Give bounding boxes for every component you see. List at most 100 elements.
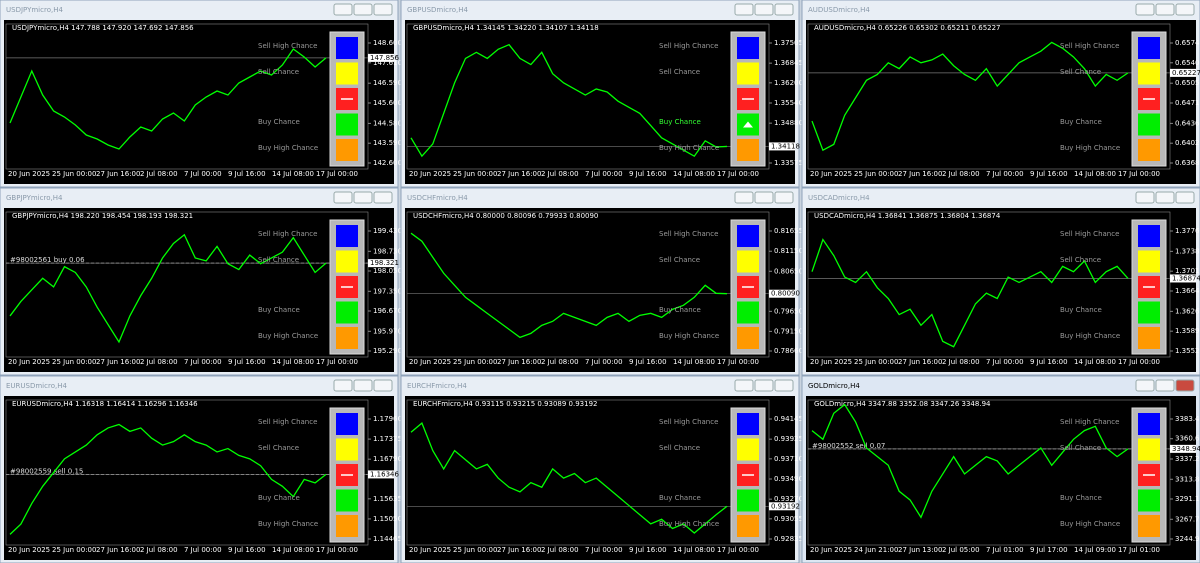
signal-button[interactable] — [1138, 250, 1160, 273]
window-min-button[interactable] — [1135, 191, 1155, 204]
signal-button[interactable] — [1138, 113, 1160, 136]
window-close-button[interactable] — [373, 191, 393, 204]
date-label: 7 Jul 00:00 — [585, 358, 623, 366]
chart-window: GOLDmicro,H4 GOLDmicro,H4 3347.88 3352.08… — [801, 375, 1200, 563]
window-min-button[interactable] — [734, 379, 754, 392]
price-label: 3337.25 — [1175, 455, 1200, 463]
signal-button[interactable] — [1138, 139, 1160, 161]
signal-button[interactable] — [336, 515, 358, 537]
signal-button[interactable] — [1138, 62, 1160, 85]
signal-button[interactable] — [1138, 37, 1160, 59]
signal-button[interactable] — [737, 139, 759, 161]
signal-button[interactable] — [1138, 489, 1160, 512]
current-price: 3348.94 — [1172, 445, 1200, 453]
window-min-button[interactable] — [734, 3, 754, 16]
window-close-button[interactable] — [1175, 191, 1195, 204]
signal-button[interactable] — [737, 225, 759, 247]
window-max-button[interactable] — [353, 191, 373, 204]
chart-header: GOLDmicro,H4 3347.88 3352.08 3347.26 334… — [814, 400, 991, 408]
signal-button[interactable] — [737, 250, 759, 273]
plot-border — [807, 23, 1171, 170]
signal-button[interactable] — [336, 327, 358, 349]
signal-button[interactable] — [737, 515, 759, 537]
signal-label: Buy High Chance — [1060, 332, 1120, 340]
date-label: 25 Jun 00:00 — [453, 358, 497, 366]
window-max-button[interactable] — [1155, 379, 1175, 392]
signal-label: Buy Chance — [659, 118, 701, 126]
signal-label: Buy Chance — [1060, 306, 1102, 314]
window-close-button[interactable] — [774, 379, 794, 392]
signal-button[interactable] — [336, 489, 358, 512]
window-close-button[interactable] — [373, 379, 393, 392]
signal-button[interactable] — [1138, 438, 1160, 461]
signal-button[interactable] — [336, 438, 358, 461]
signal-button[interactable] — [737, 413, 759, 435]
signal-button[interactable] — [1138, 413, 1160, 435]
date-label: 20 Jun 2025 — [810, 358, 852, 366]
signal-button[interactable] — [737, 62, 759, 85]
window-close-button[interactable] — [373, 3, 393, 16]
window-min-button[interactable] — [1135, 379, 1155, 392]
window-max-button[interactable] — [1155, 191, 1175, 204]
signal-button[interactable] — [336, 225, 358, 247]
signal-button[interactable] — [1138, 225, 1160, 247]
window-close-button[interactable] — [1175, 3, 1195, 16]
date-label: 25 Jun 00:00 — [52, 546, 96, 554]
date-label: 20 Jun 2025 — [810, 170, 852, 178]
window-max-button[interactable] — [353, 3, 373, 16]
chart-area — [4, 208, 394, 372]
date-label: 2 Jul 08:00 — [541, 358, 579, 366]
date-label: 2 Jul 08:00 — [942, 358, 980, 366]
price-label: 0.63680 — [1175, 159, 1200, 167]
signal-button[interactable] — [336, 413, 358, 435]
date-label: 7 Jul 00:00 — [184, 170, 222, 178]
signal-button[interactable] — [336, 301, 358, 324]
window-min-button[interactable] — [1135, 3, 1155, 16]
plot-border — [406, 211, 770, 358]
date-label: 27 Jun 16:00 — [96, 358, 140, 366]
signal-button[interactable] — [1138, 301, 1160, 324]
signal-button[interactable] — [1138, 327, 1160, 349]
signal-label: Sell High Chance — [1060, 230, 1119, 238]
window-close-button[interactable] — [1175, 379, 1195, 392]
window-min-button[interactable] — [333, 379, 353, 392]
date-label: 17 Jul 00:00 — [1118, 358, 1160, 366]
signal-button[interactable] — [336, 37, 358, 59]
window-max-button[interactable] — [754, 191, 774, 204]
signal-label: Sell Chance — [659, 68, 700, 76]
price-box — [368, 259, 394, 268]
signal-button[interactable] — [737, 489, 759, 512]
window-close-button[interactable] — [774, 191, 794, 204]
price-label: 195.290 — [373, 347, 402, 355]
signal-button[interactable] — [1138, 515, 1160, 537]
window-max-button[interactable] — [754, 379, 774, 392]
signal-button[interactable] — [336, 139, 358, 161]
window-min-button[interactable] — [333, 3, 353, 16]
window-close-button[interactable] — [774, 3, 794, 16]
signal-button[interactable] — [737, 301, 759, 324]
price-label: 0.93270 — [774, 495, 803, 503]
price-label: 0.80650 — [774, 267, 803, 275]
signal-button[interactable] — [737, 37, 759, 59]
window-min-button[interactable] — [734, 191, 754, 204]
window-max-button[interactable] — [353, 379, 373, 392]
current-price: 0.80090 — [771, 290, 800, 298]
date-label: 14 Jul 08:00 — [272, 546, 314, 554]
window-min-button[interactable] — [333, 191, 353, 204]
price-line — [9, 423, 327, 535]
window-max-button[interactable] — [1155, 3, 1175, 16]
signal-label: Sell High Chance — [258, 42, 317, 50]
signal-button[interactable] — [336, 113, 358, 136]
date-label: 9 Jul 16:00 — [629, 546, 667, 554]
window-max-button[interactable] — [754, 3, 774, 16]
signal-label: Buy High Chance — [258, 520, 318, 528]
price-label: 3291.10 — [1175, 495, 1200, 503]
price-label: 145.600 — [373, 99, 402, 107]
chart-window: EURCHFmicro,H4 EURCHFmicro,H4 0.93115 0.9… — [400, 375, 803, 563]
price-label: 0.92835 — [774, 535, 803, 543]
signal-button[interactable] — [737, 327, 759, 349]
signal-button[interactable] — [336, 250, 358, 273]
signal-button[interactable] — [336, 62, 358, 85]
signal-button[interactable] — [737, 438, 759, 461]
